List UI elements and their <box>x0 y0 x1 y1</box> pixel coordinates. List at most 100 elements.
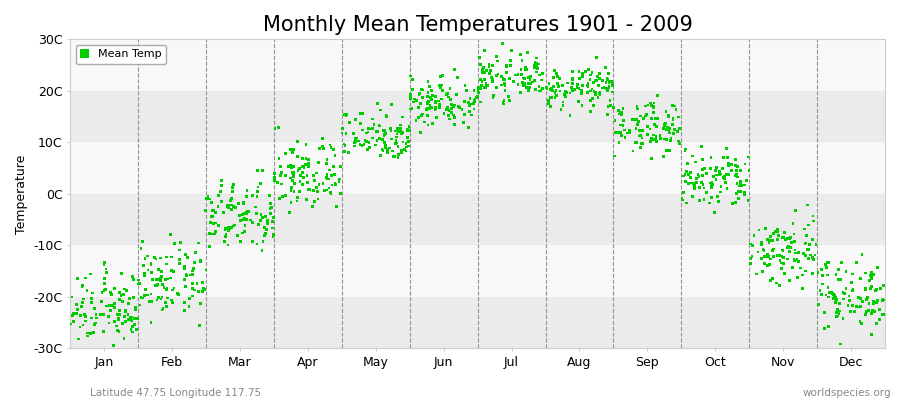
Point <box>860 309 874 315</box>
Point <box>301 186 315 193</box>
Point <box>503 62 517 69</box>
Point <box>329 203 344 209</box>
Point <box>151 267 166 273</box>
Point <box>416 87 430 93</box>
Point <box>315 135 329 142</box>
Point <box>75 283 89 290</box>
Point <box>86 290 100 296</box>
Point <box>185 285 200 292</box>
Point <box>766 248 780 254</box>
Point <box>135 295 149 301</box>
Point <box>872 316 886 323</box>
Point <box>239 194 254 200</box>
Point <box>772 252 787 258</box>
Point <box>649 123 663 130</box>
Point <box>320 156 334 163</box>
Point <box>205 208 220 214</box>
Point <box>333 190 347 196</box>
Point <box>115 320 130 326</box>
Point <box>870 297 885 304</box>
Point <box>836 289 850 296</box>
Point <box>291 167 305 174</box>
Point <box>72 336 86 342</box>
Point <box>717 173 732 179</box>
Point <box>422 106 436 112</box>
Point <box>299 141 313 147</box>
Point <box>402 106 417 112</box>
Point <box>646 105 661 111</box>
Point <box>199 195 213 202</box>
Point <box>586 102 600 109</box>
Point <box>262 192 276 199</box>
Point <box>565 76 580 82</box>
Point <box>115 298 130 305</box>
Point <box>237 228 251 235</box>
Point <box>644 155 659 162</box>
Point <box>709 176 724 182</box>
Point <box>819 292 833 298</box>
Point <box>590 77 604 84</box>
Point <box>850 304 865 310</box>
Point <box>251 184 266 190</box>
Point <box>858 286 872 292</box>
Point <box>495 40 509 46</box>
Point <box>550 70 564 76</box>
Point <box>638 113 652 119</box>
Point <box>683 170 698 176</box>
Point <box>853 295 868 302</box>
Point <box>680 160 695 166</box>
Point <box>387 153 401 160</box>
Point <box>670 128 685 135</box>
Point <box>830 314 844 320</box>
Point <box>108 286 122 292</box>
Point <box>732 183 746 189</box>
Point <box>831 276 845 282</box>
Point <box>87 305 102 312</box>
Point <box>717 175 732 182</box>
Point <box>94 289 109 295</box>
Point <box>428 98 443 104</box>
Point <box>403 95 418 102</box>
Point <box>463 96 477 102</box>
Point <box>468 96 482 102</box>
Point <box>412 90 427 97</box>
Point <box>377 139 392 146</box>
Point <box>484 74 499 80</box>
Point <box>641 102 655 108</box>
Point <box>516 75 530 81</box>
Point <box>286 171 301 177</box>
Point <box>441 94 455 100</box>
Point <box>87 322 102 328</box>
Point <box>237 216 251 222</box>
Point <box>138 272 152 279</box>
Point <box>130 326 144 333</box>
Point <box>636 116 651 122</box>
Point <box>565 80 580 86</box>
Point <box>356 141 371 148</box>
Point <box>551 73 565 79</box>
Point <box>229 204 243 210</box>
Point <box>770 237 785 243</box>
Point <box>255 248 269 254</box>
Point <box>593 91 608 98</box>
Point <box>246 192 260 199</box>
Point <box>713 170 727 177</box>
Point <box>630 140 644 146</box>
Point <box>545 88 560 94</box>
Point <box>859 286 873 292</box>
Point <box>678 146 692 152</box>
Point <box>585 86 599 92</box>
Point <box>799 232 814 239</box>
Point <box>379 114 393 120</box>
Point <box>521 87 535 94</box>
Point <box>311 159 326 166</box>
Point <box>680 200 694 206</box>
Point <box>634 135 649 141</box>
Point <box>699 170 714 176</box>
Point <box>348 116 363 123</box>
Point <box>202 230 216 236</box>
Point <box>485 79 500 85</box>
Point <box>349 135 364 141</box>
Point <box>187 259 202 266</box>
Point <box>648 121 662 128</box>
